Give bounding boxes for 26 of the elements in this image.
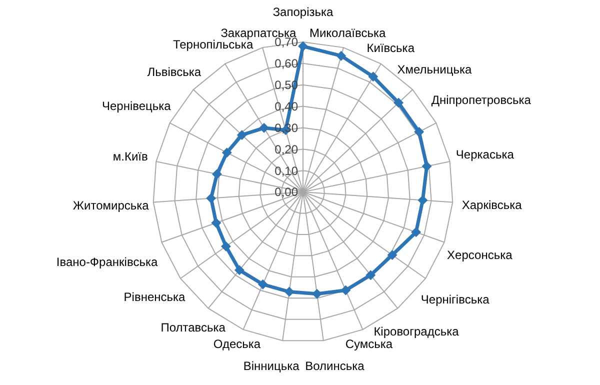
y-tick-label: 0,10 <box>274 164 298 178</box>
spoke-label: Вінницька <box>243 358 300 373</box>
spoke-label: Київська <box>366 41 415 56</box>
y-tick-label: 0,60 <box>274 56 298 71</box>
y-tick-label: 0,20 <box>274 142 298 156</box>
spoke-label: Запорізька <box>272 5 334 20</box>
spoke-label: Житомирська <box>72 198 150 212</box>
spoke-label: Чернівецька <box>102 98 172 113</box>
spoke-label: Черкаська <box>456 147 514 162</box>
spoke-label: Волинська <box>305 358 365 373</box>
spoke-label: Чернігівська <box>420 292 490 307</box>
spoke-label: Херсонська <box>447 248 513 262</box>
spoke-label: Львівська <box>147 64 202 79</box>
spoke-label: Хмельницька <box>397 62 472 76</box>
spoke-label: Миколаївська <box>309 26 386 40</box>
spoke-label: Кіровоградська <box>374 324 460 338</box>
spoke-label: Рівненська <box>124 290 186 304</box>
spoke-label: м.Київ <box>112 149 148 164</box>
y-tick-label: 0,30 <box>274 120 298 135</box>
spoke-label: Дніпропетровська <box>431 92 532 107</box>
spoke-label: Івано-Франківська <box>56 254 158 269</box>
y-tick-label: 0,00 <box>274 185 298 200</box>
spoke-label: Полтавська <box>160 320 226 334</box>
spoke-label: Сумська <box>345 337 393 352</box>
spoke-label: Харківська <box>462 198 522 212</box>
spoke-label: Одеська <box>213 337 261 352</box>
